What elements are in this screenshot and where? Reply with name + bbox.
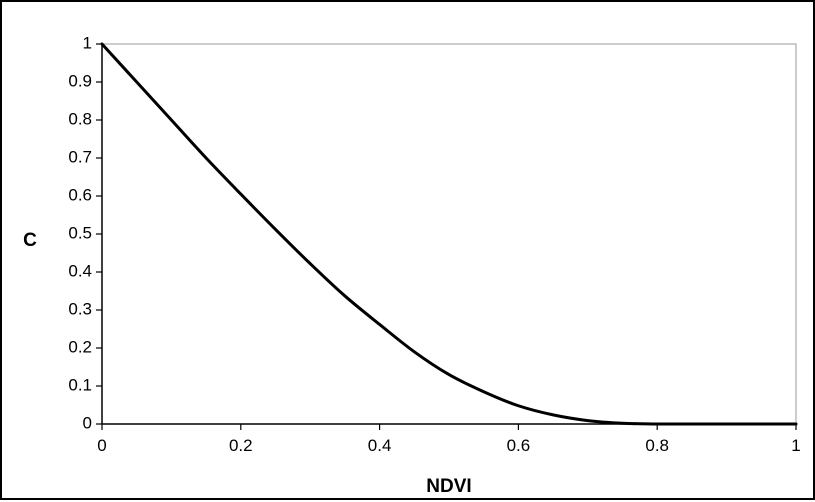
x-tick-label: 0.4 [368, 436, 392, 455]
y-tick-label: 0.2 [68, 337, 92, 356]
x-tick-label: 1 [791, 436, 800, 455]
y-tick-label: 0.6 [68, 185, 92, 204]
y-tick-label: 0.4 [68, 261, 92, 280]
x-tick-label: 0.6 [507, 436, 531, 455]
y-tick-label: 0.5 [68, 223, 92, 242]
plot-area [101, 43, 797, 425]
x-axis-ticks: 0 0.2 0.4 0.6 0.8 1 [97, 424, 801, 455]
series-line-0 [100, 42, 798, 426]
y-tick-label: 0.9 [68, 71, 92, 90]
y-tick-label: 0.1 [68, 375, 92, 394]
y-axis-ticks: 0 0.1 0.2 0.3 0.4 0.5 0.6 0.7 0.8 0.9 1 [68, 33, 102, 432]
y-tick-label: 0.8 [68, 109, 92, 128]
y-tick-label: 0.3 [68, 299, 92, 318]
y-tick-label: 0.7 [68, 147, 92, 166]
x-axis-title: NDVI [426, 476, 471, 497]
x-tick-label: 0.2 [229, 436, 253, 455]
y-tick-label: 0 [83, 413, 92, 432]
x-tick-label: 0 [97, 436, 106, 455]
series-layer [100, 42, 798, 426]
y-tick-label: 1 [83, 33, 92, 52]
x-tick-label: 0.8 [645, 436, 669, 455]
y-axis-title: C [23, 230, 37, 251]
